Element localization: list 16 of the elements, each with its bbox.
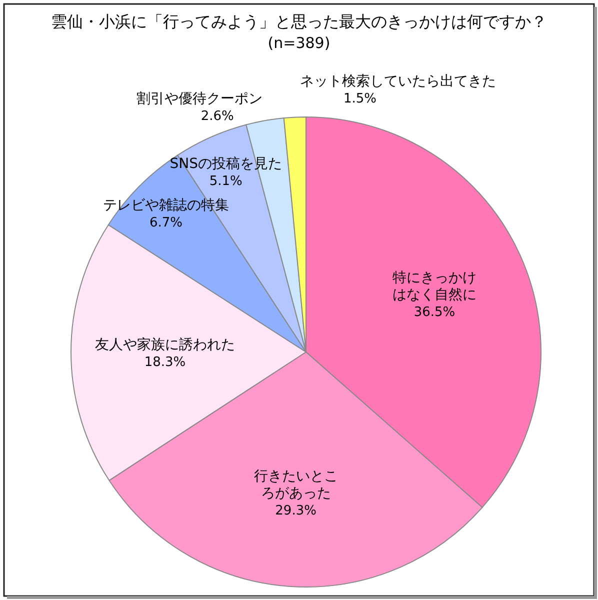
- data-label: 29.3%: [275, 504, 316, 519]
- slice-label: 特にきっかけはなく自然に: [392, 270, 477, 303]
- slice-label: SNSの投稿を見た: [170, 156, 282, 172]
- chart-subtitle: (n=389): [268, 34, 330, 52]
- slice-label: 友人や家族に誘われた: [95, 336, 235, 353]
- data-label: 36.5%: [414, 304, 456, 320]
- data-label: 18.3%: [144, 354, 186, 370]
- slice-label: 割引や優待クーポン: [136, 91, 262, 108]
- data-label: 6.7%: [149, 215, 182, 230]
- data-label: 2.6%: [200, 109, 234, 124]
- chart-title: 雲仙・小浜に「行ってみよう」と思った最大のきっかけは何ですか？: [51, 12, 547, 31]
- slice-label: ネット検索していたら出てきた: [300, 74, 496, 90]
- slice-label: 行きたいところがあった: [254, 468, 338, 502]
- slice-label: テレビや雑誌の特集: [102, 197, 229, 214]
- data-label: 5.1%: [209, 174, 242, 190]
- data-label: 1.5%: [343, 92, 377, 107]
